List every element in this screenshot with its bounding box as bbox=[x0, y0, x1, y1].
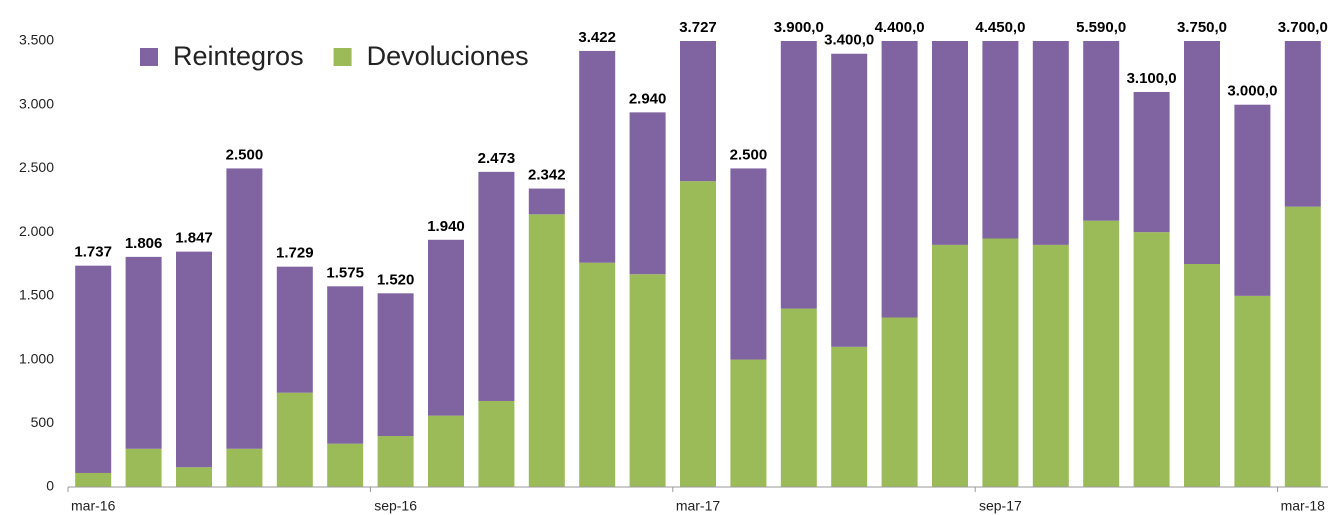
bar-segment bbox=[1234, 295, 1271, 487]
bar-segment bbox=[1083, 220, 1120, 487]
bar-segment bbox=[780, 41, 817, 309]
bar-segment bbox=[1133, 91, 1170, 233]
bar-segment bbox=[1083, 41, 1120, 221]
bar-segment bbox=[680, 181, 716, 487]
plot-area bbox=[75, 41, 1321, 487]
x-tick-label: sep-17 bbox=[979, 498, 1022, 514]
bar-segment bbox=[125, 256, 162, 449]
x-tick-label: mar-17 bbox=[676, 498, 721, 514]
bar-segment bbox=[276, 392, 313, 487]
total-label: 3.900,0 bbox=[774, 19, 824, 36]
bar-segment bbox=[428, 239, 464, 416]
bar-segment bbox=[579, 262, 616, 487]
bar-segment bbox=[1133, 232, 1170, 487]
bar-segment bbox=[75, 265, 112, 473]
total-label: 1.520 bbox=[377, 271, 415, 288]
bar-segment bbox=[629, 274, 666, 487]
bar-segment bbox=[881, 317, 918, 487]
bar-segment bbox=[327, 443, 364, 487]
bar-segment bbox=[1184, 264, 1220, 487]
bar-segment bbox=[226, 448, 263, 487]
x-tick-label: mar-16 bbox=[71, 498, 116, 514]
legend-swatch bbox=[140, 48, 158, 66]
x-tick-label: mar-18 bbox=[1281, 498, 1326, 514]
bar-segment bbox=[932, 244, 968, 487]
total-label: 4.400,0 bbox=[875, 19, 925, 36]
bar-segment bbox=[1032, 41, 1069, 245]
total-label: 3.750,0 bbox=[1177, 19, 1227, 36]
legend-label: Devoluciones bbox=[367, 41, 529, 71]
total-label: 1.847 bbox=[175, 230, 213, 247]
bar-segment bbox=[327, 286, 364, 444]
bar-segment bbox=[1284, 206, 1321, 487]
total-label: 1.575 bbox=[326, 264, 364, 281]
bar-segment bbox=[831, 53, 868, 347]
bar-segment bbox=[1284, 41, 1321, 207]
total-label: 3.100,0 bbox=[1127, 70, 1177, 87]
y-tick-label: 0 bbox=[46, 478, 54, 494]
total-label: 5.590,0 bbox=[1076, 19, 1126, 36]
y-tick-label: 3.000 bbox=[19, 95, 54, 111]
bar-segment bbox=[528, 214, 565, 487]
y-tick-label: 1.500 bbox=[19, 287, 54, 303]
bar-segment bbox=[629, 112, 666, 275]
total-label: 3.422 bbox=[578, 29, 616, 46]
bar-segment bbox=[478, 400, 515, 487]
bar-segment bbox=[881, 41, 918, 318]
bar-segment bbox=[226, 168, 263, 449]
bar-segment bbox=[428, 415, 464, 487]
y-tick-label: 2.500 bbox=[19, 159, 54, 175]
bar-segment bbox=[377, 293, 414, 437]
total-label: 2.500 bbox=[730, 146, 768, 163]
total-label: 4.450,0 bbox=[975, 19, 1025, 36]
total-label: 3.727 bbox=[679, 19, 717, 36]
bar-segment bbox=[932, 41, 968, 245]
bar-segment bbox=[579, 50, 616, 263]
legend-label: Reintegros bbox=[173, 41, 304, 71]
bar-segment bbox=[1184, 41, 1220, 265]
total-label: 1.729 bbox=[276, 245, 314, 262]
total-label: 1.940 bbox=[427, 218, 465, 235]
bar-segment bbox=[680, 41, 716, 182]
total-label: 2.940 bbox=[629, 90, 667, 107]
bar-segment bbox=[176, 251, 212, 468]
total-label: 1.737 bbox=[74, 244, 112, 261]
y-tick-label: 500 bbox=[31, 414, 55, 430]
bar-segment bbox=[276, 266, 313, 393]
y-tick-label: 3.500 bbox=[19, 32, 54, 48]
total-label: 3.700,0 bbox=[1278, 19, 1328, 36]
y-tick-label: 2.000 bbox=[19, 223, 54, 239]
total-label: 3.000,0 bbox=[1227, 83, 1277, 100]
bar-segment bbox=[528, 188, 565, 215]
bar-segment bbox=[831, 346, 868, 487]
bar-segment bbox=[1234, 104, 1271, 296]
bar-segment bbox=[730, 359, 767, 487]
legend-swatch bbox=[333, 48, 352, 66]
bar-segment bbox=[1032, 244, 1069, 487]
total-label: 1.806 bbox=[125, 235, 163, 252]
bar-segment bbox=[982, 41, 1019, 239]
x-tick-label: sep-16 bbox=[374, 498, 417, 514]
bar-segment bbox=[377, 436, 414, 487]
bar-segment bbox=[176, 467, 212, 487]
total-label: 2.342 bbox=[528, 167, 566, 184]
bar-segment bbox=[75, 472, 112, 487]
bar-segment bbox=[982, 238, 1019, 487]
total-label: 2.500 bbox=[226, 146, 264, 163]
bar-segment bbox=[780, 308, 817, 487]
total-label: 2.473 bbox=[478, 150, 516, 167]
total-label: 3.400,0 bbox=[824, 32, 874, 49]
y-tick-label: 1.000 bbox=[19, 350, 54, 366]
bar-segment bbox=[730, 168, 767, 360]
bar-segment bbox=[478, 171, 515, 401]
bar-segment bbox=[125, 448, 162, 487]
